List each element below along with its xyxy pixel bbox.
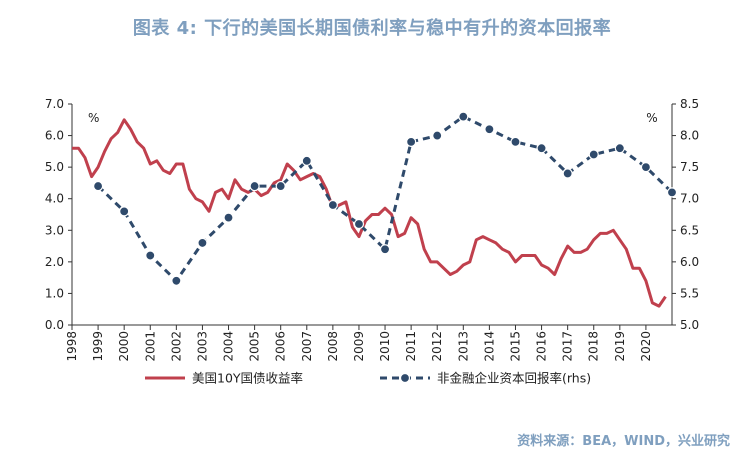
legend: 美国10Y国债收益率 非金融企业资本回报率(rhs)	[145, 371, 591, 386]
chart-title: 图表 4: 下行的美国长期国债利率与稳中有升的资本回报率	[132, 18, 612, 39]
right-tick-label: 6.5	[680, 223, 699, 237]
legend-marker-capital-return	[399, 372, 411, 384]
x-tick-label: 2000	[117, 331, 131, 362]
capital-return-point	[432, 130, 443, 141]
capital-return-point	[458, 111, 469, 122]
left-tick-label: 7.0	[45, 97, 64, 111]
capital-return-point	[379, 244, 391, 255]
x-tick-label: 2012	[430, 331, 444, 362]
x-tick-label: 2007	[300, 331, 314, 362]
x-tick-label: 1998	[65, 331, 79, 362]
series-layer	[72, 111, 678, 308]
capital-return-point	[588, 149, 599, 160]
capital-return-point	[640, 162, 652, 173]
capital-return-point	[484, 124, 495, 135]
capital-return-point	[510, 136, 521, 147]
capital-return-point	[536, 143, 547, 154]
x-tick-label: 2001	[143, 331, 157, 362]
left-tick-label: 6.0	[45, 129, 64, 143]
x-tick-label: 2011	[404, 331, 418, 362]
capital-return-point	[666, 187, 678, 198]
x-tick-label: 2004	[222, 331, 236, 362]
x-tick-label: 1999	[91, 331, 105, 362]
right-unit-label: %	[646, 111, 657, 125]
left-tick-label: 4.0	[45, 192, 64, 206]
x-tick-label: 2018	[587, 331, 601, 362]
right-tick-label: 7.5	[680, 160, 699, 174]
x-tick-label: 2008	[326, 331, 340, 362]
left-tick-label: 0.0	[45, 318, 64, 332]
series-line-capital-return	[97, 114, 674, 284]
tick-labels: 0.0 1.0 2.0 3.0 4.0 5.0 6.0 7.0 5.0 5.5 6.0 6.5 7.0 7…	[45, 97, 699, 362]
capital-return-point	[249, 180, 260, 192]
left-tick-label: 3.0	[45, 223, 64, 237]
x-tick-label: 2017	[561, 331, 575, 362]
capital-return-point	[406, 136, 417, 147]
capital-return-point	[301, 155, 312, 166]
series-line-treasury-yield	[72, 118, 667, 308]
x-tick-label: 2015	[508, 331, 522, 362]
right-tick-label: 5.0	[680, 318, 699, 332]
x-tick-label: 2006	[274, 331, 288, 362]
x-tick-label: 2009	[352, 331, 366, 362]
left-tick-label: 1.0	[45, 286, 64, 300]
capital-return-point	[223, 212, 234, 223]
left-tick-label: 5.0	[45, 160, 64, 174]
x-tick-label: 2003	[195, 331, 209, 362]
x-tick-label: 2016	[535, 331, 549, 362]
right-tick-label: 7.0	[680, 192, 699, 206]
x-tick-label: 2005	[248, 331, 262, 362]
left-unit-label: %	[88, 111, 99, 125]
x-tick-label: 2002	[169, 331, 183, 362]
capital-return-point	[145, 250, 156, 261]
capital-return-point	[92, 180, 104, 192]
source-note: 资料来源：BEA，WIND，兴业研究	[517, 434, 730, 449]
chart-axes	[68, 103, 676, 330]
x-tick-label: 2020	[639, 331, 653, 362]
capital-return-point	[197, 237, 208, 249]
legend-label-treasury-yield: 美国10Y国债收益率	[192, 371, 303, 386]
capital-return-point	[119, 206, 130, 217]
x-tick-label: 2010	[378, 331, 392, 362]
right-tick-label: 8.5	[680, 97, 699, 111]
left-tick-label: 2.0	[45, 255, 64, 269]
right-tick-label: 8.0	[680, 129, 699, 143]
capital-return-point	[562, 168, 573, 179]
right-tick-label: 6.0	[680, 255, 699, 269]
capital-return-point	[353, 218, 365, 230]
capital-return-point	[275, 180, 286, 192]
x-tick-label: 2019	[613, 331, 627, 362]
x-tick-label: 2014	[482, 331, 496, 362]
legend-label-capital-return: 非金融企业资本回报率(rhs)	[437, 371, 591, 386]
capital-return-point	[327, 199, 338, 211]
capital-return-point	[171, 275, 182, 286]
right-tick-label: 5.5	[680, 286, 699, 300]
x-tick-label: 2013	[456, 331, 470, 362]
capital-return-point	[614, 143, 625, 154]
